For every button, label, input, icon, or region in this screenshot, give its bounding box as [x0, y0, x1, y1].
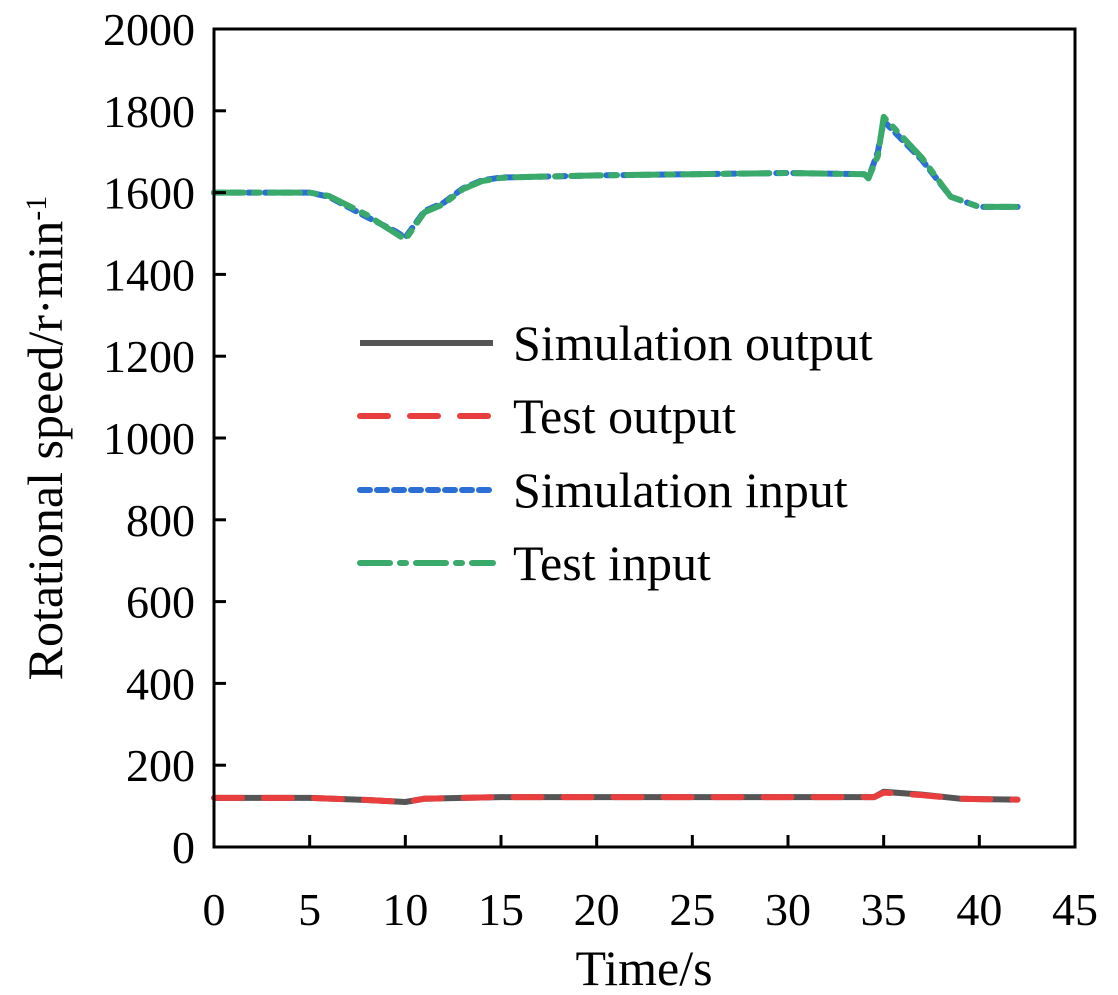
y-tick-label: 1000: [103, 413, 195, 464]
x-tick-label: 35: [861, 884, 907, 935]
x-tick-label: 45: [1052, 884, 1098, 935]
x-tick-label: 0: [203, 884, 226, 935]
y-tick-label: 1600: [103, 168, 195, 219]
axis-ticks: 0 5 10 15 20 25 30 35 40 45 0 200 400 600 800 1000 1200 1…: [103, 4, 1098, 935]
y-axis-label-main: Rotational speed/r·min: [17, 221, 73, 681]
y-axis-label-superscript: -1: [20, 196, 53, 221]
x-tick-label: 5: [298, 884, 321, 935]
x-tick-label: 10: [382, 884, 428, 935]
legend-label-1: Test output: [513, 388, 736, 444]
y-axis-label: Rotational speed/r·min-1: [17, 196, 73, 681]
y-tick-label: 1200: [103, 331, 195, 382]
y-tick-label: 800: [126, 495, 195, 546]
y-tick-label: 0: [172, 822, 195, 873]
x-axis-label: Time/s: [575, 940, 712, 990]
y-tick-label: 1400: [103, 249, 195, 300]
x-tick-label: 15: [478, 884, 524, 935]
series-line-2: [211, 118, 1021, 241]
series-line-3: [211, 113, 1021, 243]
x-tick-label: 25: [669, 884, 715, 935]
legend-label-3: Test input: [513, 535, 711, 591]
y-tick-label: 400: [126, 658, 195, 709]
legend-label-0: Simulation output: [513, 315, 873, 371]
y-tick-label: 2000: [103, 4, 195, 55]
legend: Simulation output Test output Simulation i…: [357, 315, 873, 591]
chart-marks: [211, 113, 1021, 805]
y-tick-label: 600: [126, 577, 195, 628]
x-tick-label: 20: [574, 884, 620, 935]
x-tick-label: 30: [765, 884, 811, 935]
series-line-1: [211, 789, 1021, 805]
y-tick-label: 1800: [103, 86, 195, 137]
y-tick-label: 200: [126, 740, 195, 791]
legend-label-2: Simulation input: [513, 462, 848, 518]
x-tick-label: 40: [956, 884, 1002, 935]
